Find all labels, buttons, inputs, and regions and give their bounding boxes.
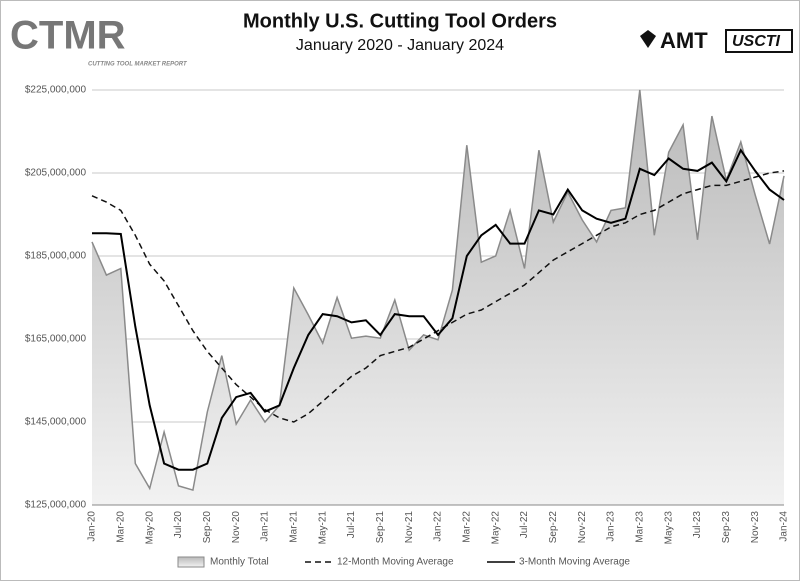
area-fill [92, 90, 784, 505]
legend-label: 3-Month Moving Average [519, 557, 630, 568]
x-tick-label: Jan-21 [260, 511, 271, 542]
y-tick-label: $125,000,000 [25, 500, 87, 511]
x-tick-label: Jul-20 [173, 511, 184, 539]
x-tick-label: Sep-21 [375, 511, 386, 544]
logo-icon [640, 30, 656, 48]
y-tick-label: $225,000,000 [25, 85, 87, 96]
area-line [91, 89, 785, 492]
chart-subtitle: January 2020 - January 2024 [296, 37, 504, 54]
x-tick-label: May-22 [490, 511, 501, 545]
x-tick-label: Jan-20 [87, 511, 98, 542]
x-tick-label: Mar-23 [634, 511, 645, 543]
x-tick-label: May-21 [317, 511, 328, 545]
logo-box [725, 29, 793, 53]
chart-title: Monthly U.S. Cutting Tool Orders [243, 10, 557, 32]
x-tick-label: Nov-23 [750, 511, 761, 544]
x-tick-label: Jul-23 [692, 511, 703, 539]
x-tick-label: Sep-20 [202, 511, 213, 544]
x-tick-label: Sep-22 [548, 511, 559, 544]
x-tick-label: Mar-22 [461, 511, 472, 543]
logo-left-sub: CUTTING TOOL MARKET REPORT [88, 62, 188, 68]
solid-line [92, 148, 785, 471]
y-tick-label: $145,000,000 [25, 417, 87, 428]
x-tick-label: May-20 [144, 511, 155, 545]
x-tick-label: Jan-22 [433, 511, 444, 542]
y-tick-label: $205,000,000 [25, 168, 87, 179]
legend-label: 12-Month Moving Average [337, 557, 454, 568]
x-tick-label: Nov-22 [577, 511, 588, 544]
x-tick-label: Mar-21 [288, 511, 299, 543]
x-tick-label: Jul-21 [346, 511, 357, 539]
logo-left: CTMR [10, 14, 126, 58]
legend-label: Monthly Total [210, 557, 269, 568]
x-tick-label: Jan-24 [779, 511, 790, 542]
x-tick-label: Jan-23 [606, 511, 617, 542]
y-tick-label: $185,000,000 [25, 251, 87, 262]
logo-right-2: USCTI [732, 33, 781, 50]
y-tick-label: $165,000,000 [25, 334, 87, 345]
x-tick-label: May-23 [663, 511, 674, 545]
x-tick-label: Nov-21 [404, 511, 415, 544]
x-tick-label: Mar-20 [115, 511, 126, 543]
x-tick-label: Sep-23 [721, 511, 732, 544]
dashed-line [91, 170, 785, 423]
x-tick-label: Nov-20 [231, 511, 242, 544]
x-tick-label: Jul-22 [519, 511, 530, 539]
legend-swatch [177, 556, 205, 568]
logo-right: AMT [660, 28, 708, 53]
